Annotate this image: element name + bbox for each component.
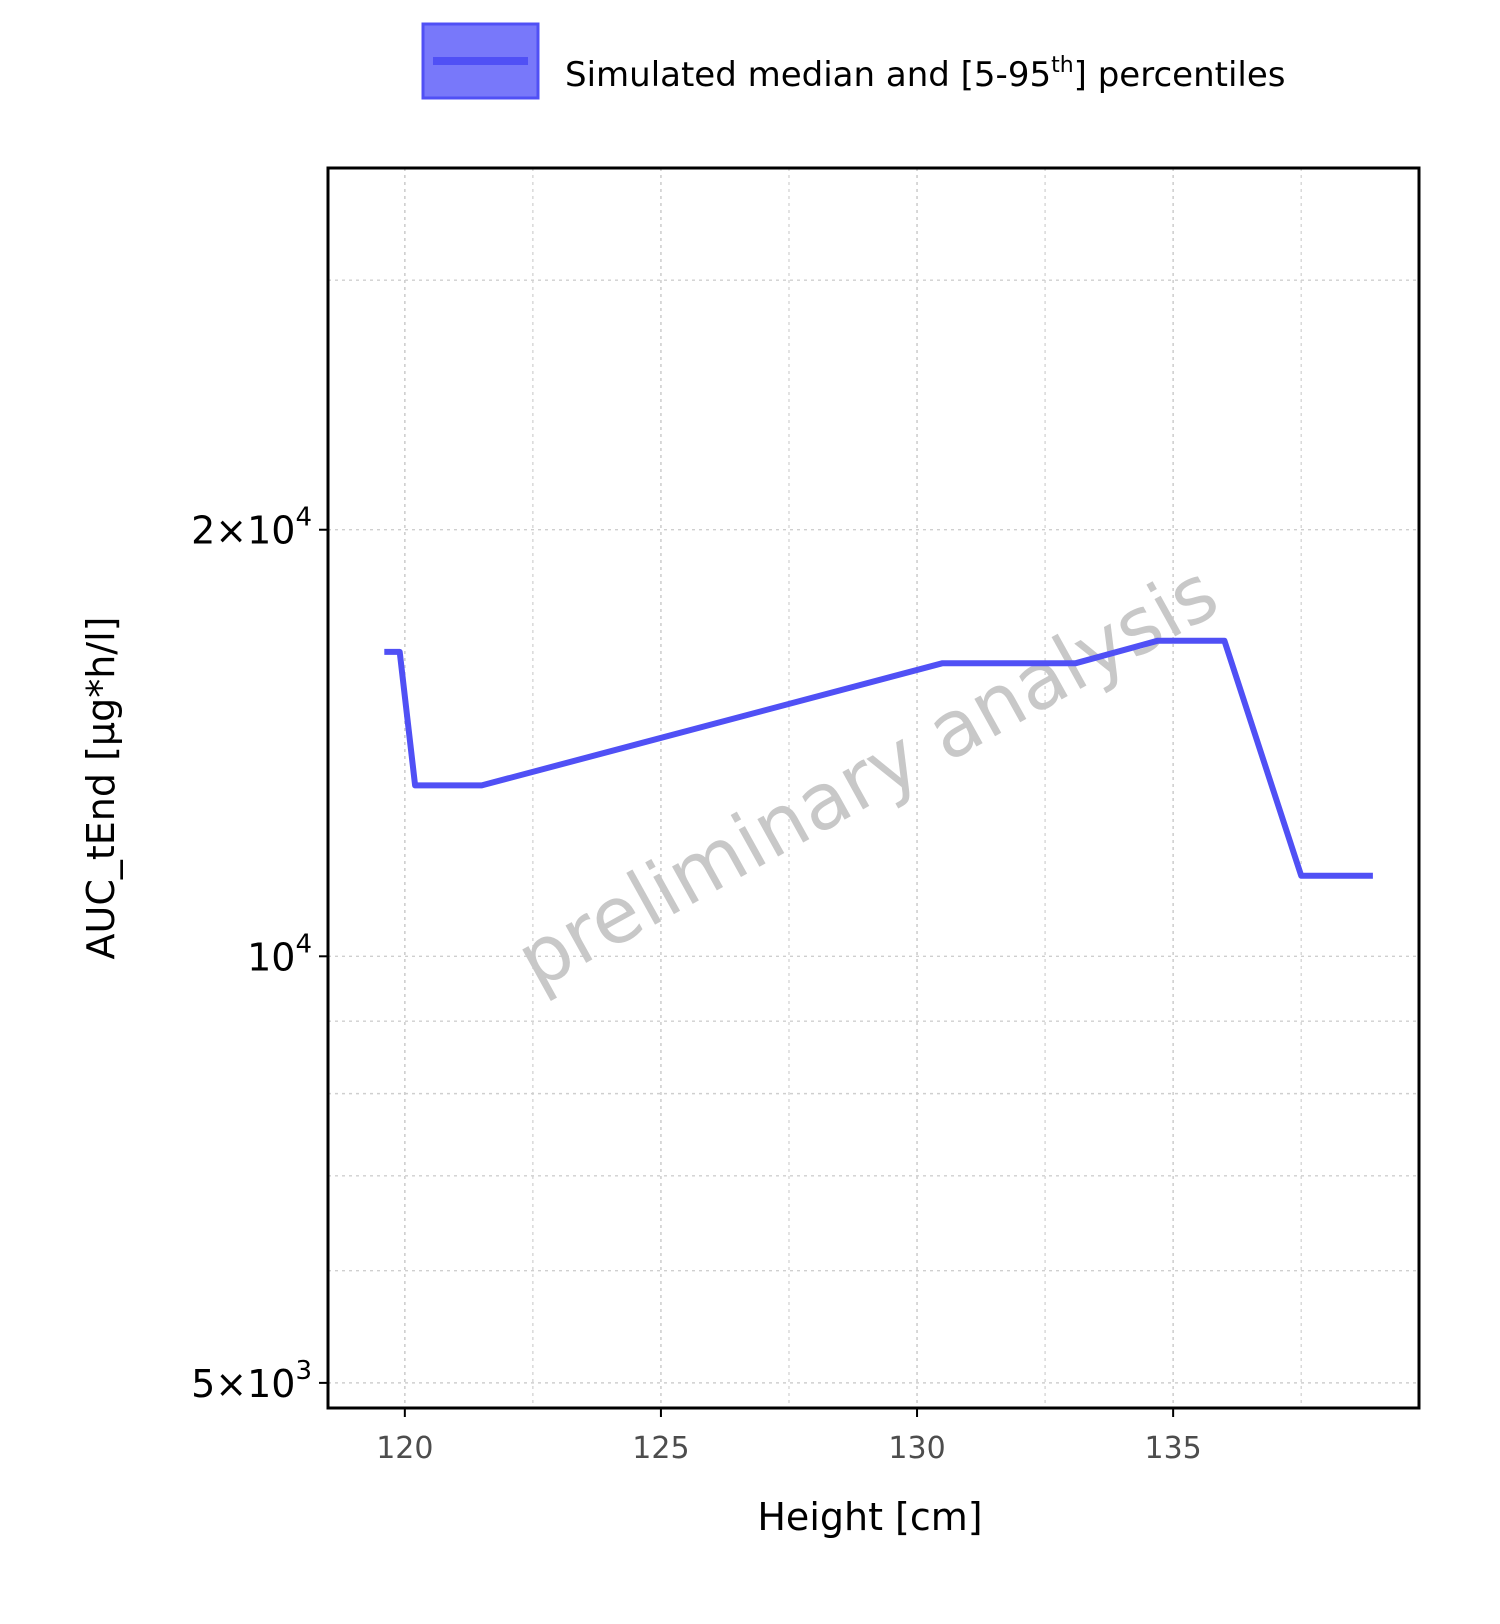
legend-label: Simulated median and [5-95th] percentile… bbox=[565, 53, 1285, 95]
x-axis: 120 125 130 135 bbox=[376, 1408, 1202, 1466]
watermark-text: preliminary analysis bbox=[502, 548, 1232, 1007]
plot-panel-border bbox=[326, 166, 1421, 1410]
x-tick-label: 120 bbox=[376, 1431, 433, 1466]
y-axis-title: AUC_tEnd [µg*h/l] bbox=[79, 617, 123, 960]
y-axis: 5×103 104 2×104 bbox=[191, 503, 328, 1406]
y-tick-label: 5×103 bbox=[191, 1356, 312, 1406]
series-line bbox=[384, 637, 1373, 879]
x-tick-label: 125 bbox=[632, 1431, 689, 1466]
series-layer bbox=[384, 637, 1374, 879]
y-tick-label: 2×104 bbox=[191, 503, 312, 553]
x-tick-label: 130 bbox=[888, 1431, 945, 1466]
x-axis-title: Height [cm] bbox=[757, 1495, 982, 1539]
legend: Simulated median and [5-95th] percentile… bbox=[421, 22, 1285, 100]
x-tick-label: 135 bbox=[1145, 1431, 1202, 1466]
y-tick-label: 104 bbox=[247, 929, 312, 979]
